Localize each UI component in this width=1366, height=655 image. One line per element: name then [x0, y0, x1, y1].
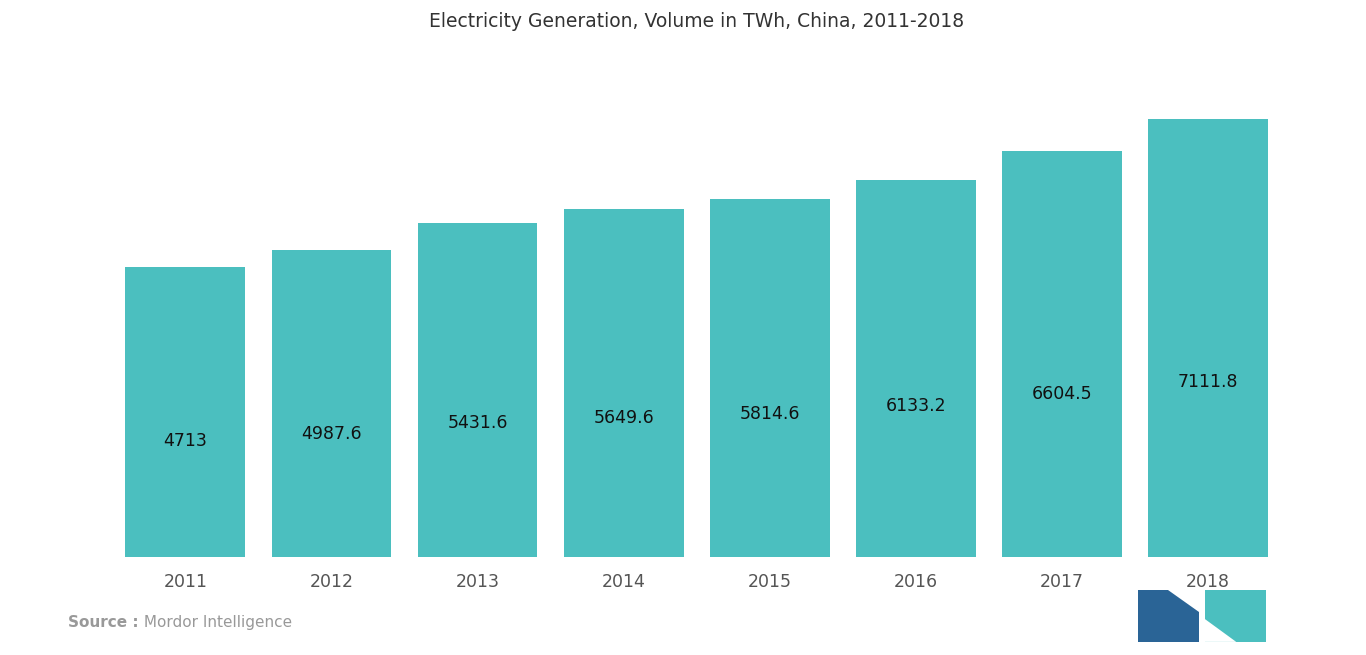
- Bar: [564, 209, 683, 557]
- Text: 4713: 4713: [164, 432, 208, 450]
- Text: 7111.8: 7111.8: [1177, 373, 1238, 391]
- Text: 6133.2: 6133.2: [885, 397, 947, 415]
- Bar: [418, 223, 537, 557]
- Polygon shape: [1138, 590, 1199, 642]
- Bar: [1003, 151, 1121, 557]
- Polygon shape: [1205, 590, 1266, 642]
- Bar: [272, 250, 391, 557]
- Text: Source :: Source :: [68, 615, 139, 629]
- Bar: [710, 199, 829, 557]
- Bar: [1147, 119, 1268, 557]
- Polygon shape: [1168, 590, 1199, 612]
- Text: 5649.6: 5649.6: [593, 409, 654, 427]
- Bar: [856, 179, 975, 557]
- Title: Electricity Generation, Volume in TWh, China, 2011-2018: Electricity Generation, Volume in TWh, C…: [429, 12, 964, 31]
- Text: 4987.6: 4987.6: [301, 425, 362, 443]
- Polygon shape: [1205, 619, 1236, 642]
- Text: 6604.5: 6604.5: [1031, 385, 1093, 403]
- Text: 5814.6: 5814.6: [739, 405, 800, 422]
- Text: Mordor Intelligence: Mordor Intelligence: [139, 615, 292, 629]
- Text: 5431.6: 5431.6: [447, 414, 508, 432]
- Bar: [126, 267, 246, 557]
